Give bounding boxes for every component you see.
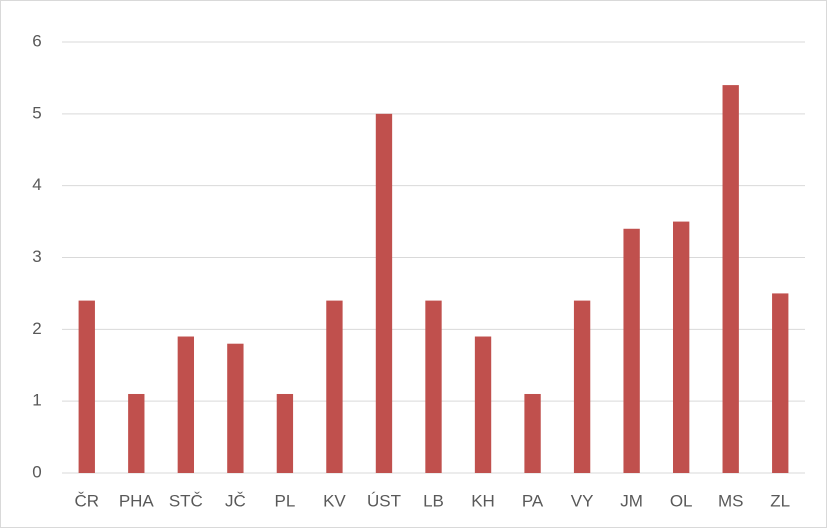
- bar: [474, 336, 492, 473]
- bar: [276, 393, 294, 473]
- x-tick-label: ZL: [770, 491, 790, 510]
- bar: [425, 300, 442, 473]
- y-tick-label: 1: [32, 391, 41, 410]
- x-tick-label: PA: [522, 491, 544, 510]
- bar: [375, 113, 393, 473]
- x-tick-label: JČ: [225, 491, 246, 510]
- bar: [78, 300, 95, 473]
- y-tick-label: 3: [32, 247, 41, 266]
- y-tick-label: 4: [32, 175, 41, 194]
- x-tick-label: PHA: [119, 491, 155, 510]
- x-tick-label: STČ: [169, 491, 203, 510]
- bar: [227, 343, 244, 473]
- bar: [326, 300, 343, 473]
- x-tick-label: KV: [323, 491, 346, 510]
- x-tick-label: PL: [275, 491, 296, 510]
- y-tick-label: 5: [32, 103, 41, 122]
- x-tick-label: ÚST: [367, 491, 401, 510]
- y-tick-label: 6: [32, 31, 41, 50]
- x-tick-label: LB: [423, 491, 444, 510]
- bar: [772, 293, 789, 473]
- x-tick-label: MS: [718, 491, 744, 510]
- bar: [722, 85, 739, 473]
- bar: [573, 300, 591, 473]
- bar: [524, 393, 541, 473]
- bar: [177, 336, 195, 473]
- bar: [672, 221, 690, 473]
- x-tick-label: KH: [471, 491, 495, 510]
- x-tick-label: ČR: [74, 491, 99, 510]
- y-tick-label: 2: [32, 319, 41, 338]
- x-tick-label: VY: [571, 491, 594, 510]
- y-tick-label: 0: [32, 462, 41, 481]
- x-tick-label: JM: [620, 491, 643, 510]
- bar: [623, 228, 640, 473]
- bar: [128, 393, 145, 473]
- x-tick-label: OL: [670, 491, 693, 510]
